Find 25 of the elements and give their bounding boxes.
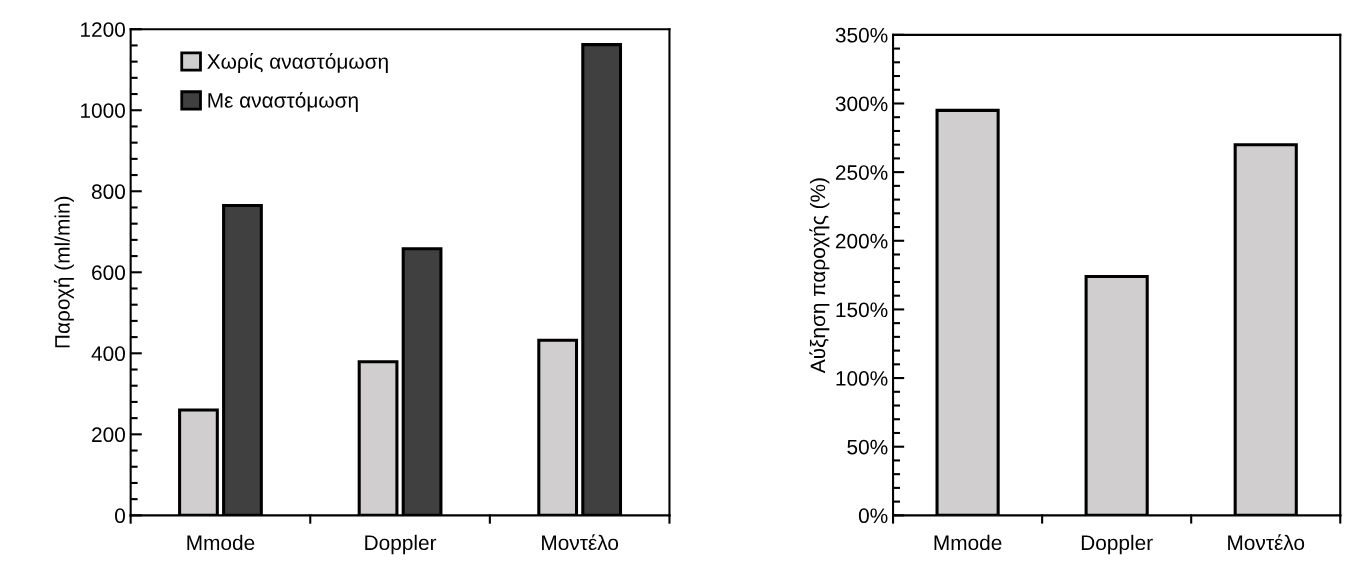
y-tick-label: 100% <box>836 371 888 386</box>
x-tick-label: Μοντέλο <box>1228 534 1305 551</box>
y-tick-label: 400 <box>91 346 125 362</box>
y-tick-label: 150% <box>836 302 888 318</box>
y-tick-label: 50% <box>847 439 888 455</box>
legend-label: Χωρίς αναστόμωση <box>207 52 388 73</box>
x-tick-label: Mmode <box>187 534 255 551</box>
y-tick-label: 0 <box>115 508 125 524</box>
y-tick-label: 200 <box>92 427 125 443</box>
x-tick-label: Μοντέλο <box>542 534 619 551</box>
y-axis-title: Αύξηση παροχής (%) <box>809 178 830 374</box>
y-tick-label: 1200 <box>81 22 125 37</box>
legend-label: Με αναστόμωση <box>208 91 358 112</box>
x-tick-label: Mmode <box>934 534 1002 551</box>
y-tick-label: 300% <box>835 96 888 112</box>
y-axis-title: Παροχή (ml/min) <box>53 196 74 348</box>
y-tick-label: 600 <box>92 265 125 281</box>
x-tick-label: Doppler <box>1081 534 1153 555</box>
y-tick-label: 0% <box>858 508 888 524</box>
y-tick-label: 350% <box>835 27 888 43</box>
y-tick-label: 1000 <box>81 103 125 118</box>
y-tick-label: 800 <box>91 184 125 200</box>
x-tick-label: Doppler <box>365 534 437 555</box>
y-tick-label: 250% <box>835 165 888 180</box>
y-tick-label: 200% <box>835 233 888 249</box>
